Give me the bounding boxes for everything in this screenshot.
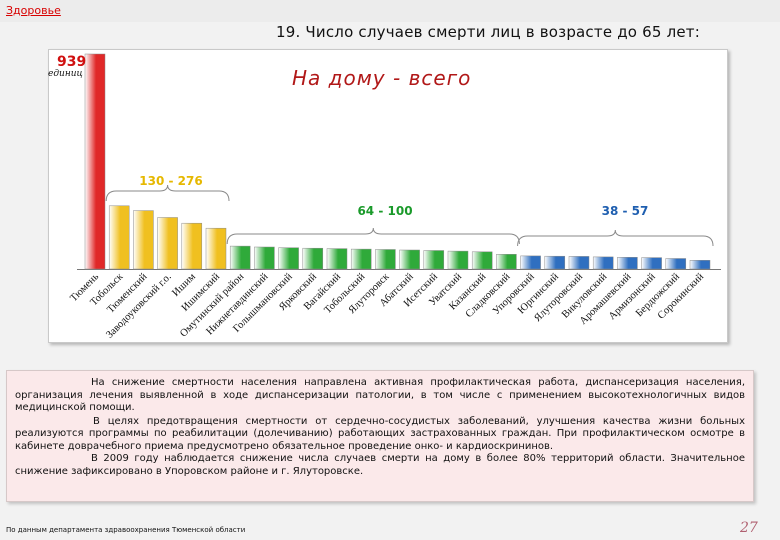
chart-panel: Тюмень Тобольск Тюменский Заводоуковский г.… <box>48 49 728 343</box>
group-yellow-label: 130 - 276 <box>139 174 202 188</box>
bar-16 <box>447 250 469 270</box>
bar-9 <box>278 247 299 270</box>
group-blue-brace <box>517 229 714 247</box>
bar-26 <box>689 260 711 270</box>
bar-22 <box>592 256 614 270</box>
bar-7 <box>229 245 251 270</box>
bar-15 <box>423 250 445 270</box>
text-panel: На снижение смертности населения направл… <box>6 370 754 502</box>
bar-13 <box>375 249 396 270</box>
page-number: 27 <box>740 520 758 536</box>
bar-21 <box>568 256 590 270</box>
max-value-label: 939 <box>57 54 87 70</box>
bar-20 <box>544 255 566 270</box>
bar-18 <box>496 254 517 270</box>
bar-14 <box>399 249 420 270</box>
paragraph-2: В целях предотвращения смертности от сер… <box>15 415 745 452</box>
bar-5 <box>181 222 203 270</box>
bar-17 <box>471 251 493 270</box>
bar-11 <box>326 248 348 270</box>
bar-8 <box>254 246 275 270</box>
group-green-brace <box>226 227 520 245</box>
bar-10 <box>302 247 324 270</box>
chart-title: На дому - всего <box>292 66 472 90</box>
paragraph-1: На снижение смертности населения направл… <box>15 377 745 413</box>
bar-25 <box>665 258 687 270</box>
slide-title: 19. Число случаев смерти лиц в возрасте … <box>276 23 700 41</box>
group-blue-label: 38 - 57 <box>602 204 649 218</box>
section-link[interactable]: Здоровье <box>6 4 61 17</box>
group-yellow-brace <box>105 184 230 202</box>
bar-19 <box>520 255 541 270</box>
bar-2 <box>108 205 130 270</box>
bar-6 <box>205 227 227 270</box>
top-bar <box>0 0 780 22</box>
source-note: По данным департамента здравоохранения Т… <box>6 526 246 534</box>
bar-23 <box>617 257 638 270</box>
bar-3 <box>133 210 154 270</box>
bar-24 <box>641 257 662 270</box>
bar-12 <box>350 248 372 270</box>
paragraph-3: В 2009 году наблюдается снижение числа с… <box>15 453 745 477</box>
bar-1 <box>84 53 106 270</box>
bar-4 <box>157 217 178 270</box>
unit-label: единиц <box>48 69 83 79</box>
group-green-label: 64 - 100 <box>357 204 412 218</box>
